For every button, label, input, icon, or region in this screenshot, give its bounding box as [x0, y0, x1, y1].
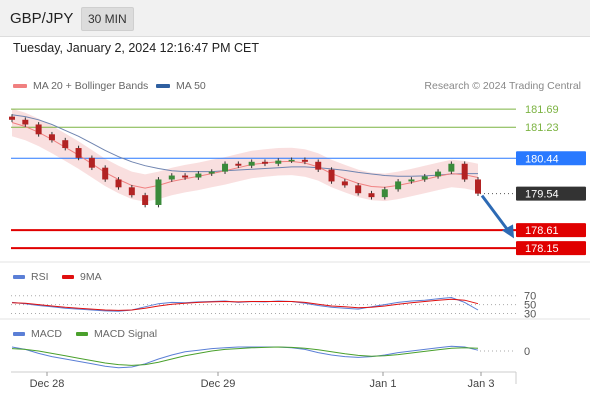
candle-body [75, 148, 82, 158]
ma20-swatch [13, 84, 27, 88]
rsi-line [11, 296, 479, 312]
candle-body [222, 163, 229, 172]
macd-swatch [13, 332, 25, 336]
ma50-label: MA 50 [176, 80, 206, 92]
ma20-label: MA 20 + Bollinger Bands [33, 80, 149, 92]
candle-body [381, 189, 388, 198]
candle-body [115, 179, 122, 188]
candle-body [288, 159, 295, 162]
ma50-line [11, 114, 478, 177]
rsi-level-label: 30 [524, 309, 536, 321]
candle-body [9, 116, 15, 120]
x-tick-label: Dec 28 [30, 378, 65, 390]
x-tick-label: Jan 3 [468, 378, 495, 390]
legend-item-rsi: RSI [13, 271, 49, 283]
legend-item-ma50: MA 50 [156, 80, 206, 92]
macd-zero-label: 0 [524, 346, 530, 358]
candle-body [208, 171, 215, 174]
candle-body [341, 181, 348, 186]
candle-body [328, 169, 335, 182]
bollinger-band [12, 108, 478, 202]
candle-body [301, 159, 308, 162]
level-tag-2 [516, 151, 586, 166]
level-label-2: 180.44 [525, 153, 559, 165]
rsi-level-label: 70 [524, 291, 536, 303]
candle-body [88, 157, 95, 168]
currency-pair: GBP/JPY [10, 10, 74, 27]
candle-body [62, 140, 69, 149]
level-tag-3 [516, 186, 586, 201]
candle-body [48, 134, 55, 141]
candle-body [35, 124, 42, 135]
candle-body [475, 179, 481, 194]
timeframe-button[interactable]: 30 MIN [81, 7, 134, 31]
macd-signal-line [11, 346, 479, 366]
x-tick-label: Jan 1 [370, 378, 397, 390]
rsi-ma9-line [11, 298, 479, 311]
candles [9, 114, 481, 208]
rsi-level-label: 50 [524, 300, 536, 312]
candle-body [355, 185, 362, 194]
legend-item-macd: MACD [13, 328, 62, 340]
candle-body [461, 163, 468, 180]
candle-body [248, 161, 255, 166]
candle-body [261, 161, 268, 164]
research-credit: Research © 2024 Trading Central [424, 80, 581, 92]
rsi-label: RSI [31, 271, 49, 283]
level-label-1: 181.23 [525, 122, 559, 134]
level-tag-4 [516, 223, 586, 238]
candle-body [448, 163, 455, 172]
candle-body [182, 175, 189, 178]
legend-item-macd-signal: MACD Signal [76, 328, 157, 340]
ma9-swatch [62, 275, 74, 279]
candle-body [22, 119, 29, 125]
level-label-0: 181.69 [525, 104, 559, 116]
legend-item-ma20: MA 20 + Bollinger Bands [13, 80, 148, 92]
candle-body [275, 160, 282, 164]
macd-label: MACD [31, 328, 62, 340]
candle-body [102, 167, 109, 180]
ma9-label: 9MA [80, 271, 102, 283]
candle-body [435, 171, 442, 177]
ma50-swatch [156, 84, 170, 88]
rsi-swatch [13, 275, 25, 279]
candle-body [421, 176, 428, 180]
forecast-arrow [480, 194, 510, 232]
candle-body [395, 181, 402, 190]
macd-signal-swatch [76, 332, 88, 336]
candle-body [128, 187, 135, 196]
x-tick-label: Dec 29 [201, 378, 236, 390]
level-tag-5 [516, 241, 586, 256]
candle-body [408, 179, 415, 182]
level-label-5: 178.15 [525, 243, 559, 255]
chart-timestamp: Tuesday, January 2, 2024 12:16:47 PM CET [13, 41, 259, 55]
candle-body [168, 175, 175, 180]
candle-body [368, 193, 375, 198]
forecast-arrowhead [502, 224, 514, 239]
candle-body [315, 161, 322, 170]
candle-body [142, 195, 149, 205]
legend-item-9ma: 9MA [62, 271, 102, 283]
level-label-4: 178.61 [525, 225, 559, 237]
macd-line [11, 345, 479, 369]
chart-header: GBP/JPY 30 MIN [0, 0, 590, 37]
macd-signal-label: MACD Signal [94, 328, 158, 340]
level-label-3: 179.54 [525, 189, 559, 201]
candle-body [195, 173, 202, 178]
candle-body [235, 163, 242, 166]
candle-body [155, 179, 162, 205]
